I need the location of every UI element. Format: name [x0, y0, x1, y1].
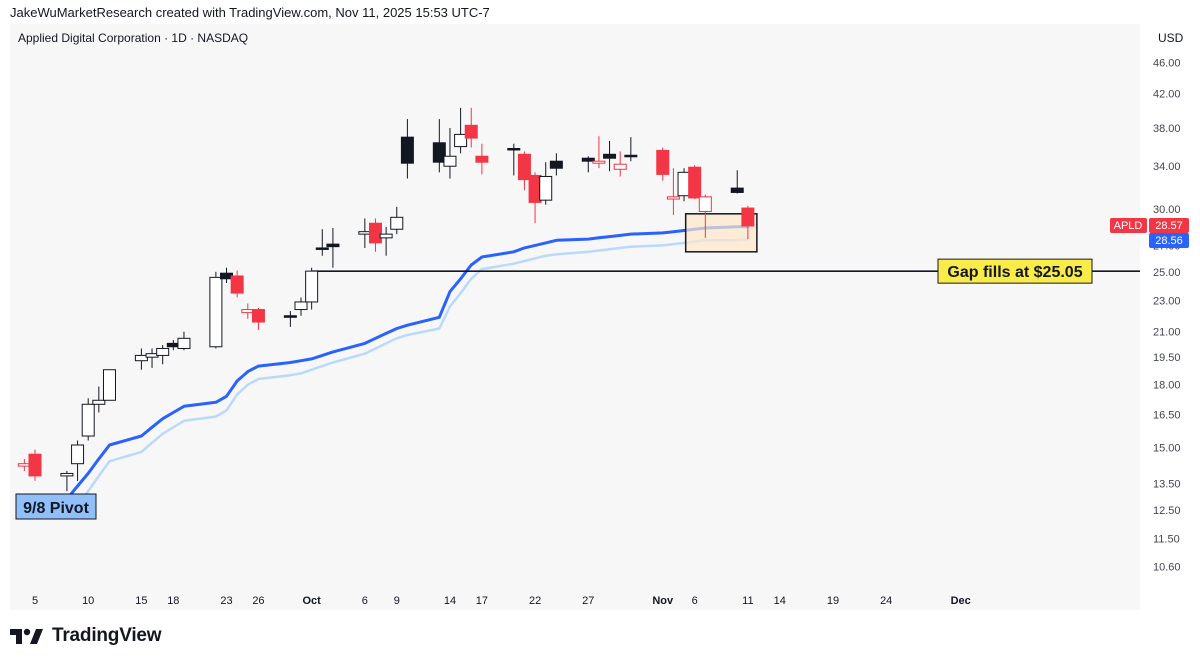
- candle-body: [209, 276, 223, 348]
- plot-background: [10, 24, 1191, 610]
- gap-fill-callout-text: Gap fills at $25.05: [947, 264, 1082, 281]
- candle-body: [71, 444, 85, 465]
- candle-body: [400, 136, 414, 164]
- y-tick-label: 23.00: [1153, 295, 1181, 307]
- x-tick-label: 19: [827, 595, 839, 607]
- y-tick-label: 25.00: [1153, 267, 1181, 279]
- candle-body: [507, 147, 521, 151]
- y-tick-label: 42.00: [1153, 89, 1181, 101]
- x-tick-label: 18: [167, 595, 179, 607]
- x-tick-label: 24: [880, 595, 892, 607]
- y-tick-label: 34.00: [1153, 161, 1181, 173]
- y-tick-label: 18.00: [1153, 380, 1181, 392]
- candlestick-chart[interactable]: Applied Digital Corporation · 1D · NASDA…: [10, 24, 1191, 610]
- candle-body: [230, 275, 244, 294]
- chart-panel[interactable]: Applied Digital Corporation · 1D · NASDA…: [10, 24, 1191, 610]
- ema-price-tag: [1149, 232, 1189, 248]
- candle-body: [156, 347, 170, 356]
- candle-body: [581, 157, 595, 162]
- candle-body: [592, 160, 606, 164]
- x-tick-label: 17: [476, 595, 488, 607]
- y-tick-label: 19.50: [1153, 352, 1181, 364]
- candle-body: [549, 160, 563, 169]
- candle-body: [294, 301, 308, 311]
- price-axis-panel: [1140, 24, 1191, 610]
- ema-price-tag-text: 28.56: [1155, 235, 1183, 247]
- chart-credit: JakeWuMarketResearch created with Tradin…: [10, 5, 490, 20]
- candle-body: [464, 124, 478, 139]
- candle-body: [92, 399, 106, 405]
- tradingview-wordmark: TradingView: [52, 625, 162, 646]
- candle-body: [368, 222, 382, 244]
- x-tick-label: 27: [582, 595, 594, 607]
- x-tick-label: 11: [742, 595, 753, 607]
- candle-body: [698, 196, 712, 213]
- pivot-callout: [15, 493, 97, 520]
- x-tick-label: 26: [252, 595, 264, 607]
- x-tick-label: 6: [692, 595, 698, 607]
- candle-body: [379, 233, 393, 239]
- ema-line-2: [66, 237, 750, 517]
- x-tick-label: Oct: [302, 595, 321, 607]
- candle-body: [81, 403, 95, 437]
- x-tick-label: 14: [444, 595, 456, 607]
- ema-line-1: [65, 225, 750, 501]
- candle-body: [517, 153, 531, 181]
- candle-body: [60, 472, 74, 477]
- candle-body: [624, 154, 638, 158]
- y-tick-label: 46.00: [1153, 57, 1181, 69]
- candle-body: [283, 315, 297, 318]
- x-tick-label: Dec: [951, 595, 971, 607]
- y-tick-label: 11.50: [1153, 534, 1180, 546]
- chart-title: Applied Digital Corporation · 1D · NASDA…: [18, 31, 248, 45]
- candle-body: [443, 155, 457, 167]
- y-tick-label: 12.50: [1153, 505, 1181, 517]
- candle-body: [390, 216, 404, 230]
- x-tick-label: 5: [32, 595, 38, 607]
- candle-body: [28, 453, 42, 477]
- tradingview-logo-icon: [10, 628, 43, 644]
- y-tick-label: 10.60: [1153, 562, 1181, 574]
- candle-body: [177, 337, 191, 349]
- candle-body: [666, 196, 680, 200]
- y-tick-label: 13.50: [1153, 478, 1181, 490]
- candle-body: [656, 149, 670, 175]
- candle-body: [432, 142, 446, 163]
- candle-body: [730, 187, 744, 193]
- candle-body: [102, 369, 116, 401]
- x-tick-label: 9: [394, 595, 400, 607]
- x-tick-label: 14: [774, 595, 786, 607]
- x-tick-label: 22: [529, 595, 541, 607]
- symbol-tag: [1110, 217, 1147, 233]
- currency-label: USD: [1158, 31, 1184, 45]
- x-tick-label: 15: [135, 595, 147, 607]
- candle-body: [603, 153, 617, 159]
- last-price-tag-text: 28.57: [1155, 220, 1183, 232]
- pivot-callout-text: 9/8 Pivot: [23, 500, 89, 517]
- y-tick-label: 21.00: [1153, 327, 1181, 339]
- candle-body: [539, 175, 553, 201]
- candle-body: [315, 247, 329, 250]
- candle-body: [326, 243, 340, 248]
- x-tick-label: 6: [362, 595, 368, 607]
- y-tick-label: 38.00: [1153, 123, 1181, 135]
- candle-body: [251, 309, 265, 323]
- last-price-tag: [1149, 217, 1189, 233]
- x-tick-label: 23: [220, 595, 232, 607]
- y-tick-label: 30.00: [1153, 204, 1181, 216]
- y-tick-label: 15.00: [1153, 442, 1181, 454]
- tradingview-branding: TradingView: [10, 625, 162, 647]
- y-tick-label: 16.50: [1153, 410, 1181, 422]
- symbol-tag-text: APLD: [1114, 220, 1143, 232]
- candle-body: [454, 133, 468, 148]
- candle-body: [475, 155, 489, 163]
- candle-body: [613, 163, 627, 170]
- candle-body: [741, 207, 755, 227]
- x-tick-label: Nov: [652, 595, 674, 607]
- gap-fill-callout: [937, 258, 1093, 284]
- candle-body: [134, 354, 148, 362]
- candle-body: [305, 270, 319, 303]
- x-tick-label: 10: [82, 595, 94, 607]
- candle-body: [688, 166, 702, 199]
